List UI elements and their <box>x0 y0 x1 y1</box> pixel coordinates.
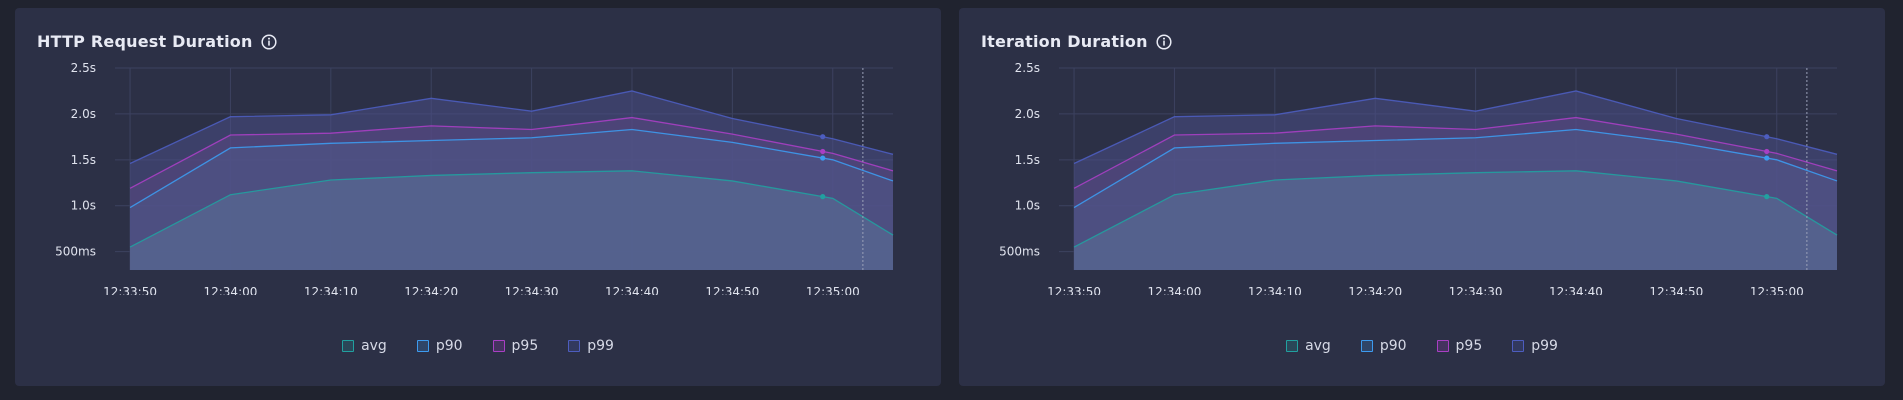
x-tick-label: 12:35:00 <box>806 285 860 295</box>
y-tick-label: 1.0s <box>71 199 96 213</box>
x-tick-label: 12:34:40 <box>1549 285 1603 295</box>
panel-header: HTTP Request Duration <box>37 32 277 51</box>
legend-label-p99: p99 <box>587 338 614 354</box>
legend-swatch-avg <box>342 340 355 352</box>
legend-label-p90: p90 <box>435 338 463 354</box>
marker-point-p99 <box>1764 134 1770 140</box>
legend-label-p90: p90 <box>1379 338 1407 354</box>
series-line-p99 <box>129 90 894 165</box>
marker-point-p90 <box>820 155 826 161</box>
x-tick-label: 12:35:00 <box>1750 285 1804 295</box>
legend-item-p95[interactable]: p95 <box>492 338 539 354</box>
chart-legend: avg p90 p95 p99 <box>959 338 1885 354</box>
area-avg <box>1074 170 1837 270</box>
iteration-duration-panel: Iteration Duration 500ms 1.0s 1.5s 2.0s 2.5s… <box>959 8 1885 386</box>
y-tick-label: 500ms <box>999 245 1040 259</box>
chart-legend: avg p90 p95 p99 <box>15 338 941 354</box>
legend-swatch-p90 <box>1360 340 1373 352</box>
iteration-duration-chart[interactable]: 500ms 1.0s 1.5s 2.0s 2.5s 12:33:50 12:34:00 12:… <box>959 60 1885 295</box>
panel-header: Iteration Duration <box>981 32 1172 51</box>
x-tick-label: 12:34:50 <box>1649 285 1703 295</box>
legend-item-p99[interactable]: p99 <box>568 338 614 354</box>
legend-swatch-avg <box>1286 340 1299 352</box>
y-tick-label: 1.5s <box>71 153 96 167</box>
http-request-duration-panel: HTTP Request Duration 500ms 1.0s 1.5s 2.0s 2… <box>15 8 941 386</box>
series-line-avg <box>1073 170 1838 248</box>
legend-label-avg: avg <box>361 338 387 354</box>
marker-point-p90 <box>1764 155 1770 161</box>
y-tick-label: 2.0s <box>1015 107 1040 121</box>
info-circle-icon[interactable] <box>1156 33 1172 50</box>
marker-point-p99 <box>820 134 826 140</box>
x-tick-label: 12:33:50 <box>1047 285 1101 295</box>
y-tick-label: 2.5s <box>1015 61 1040 75</box>
y-tick-label: 500ms <box>55 245 96 259</box>
panel-title: Iteration Duration <box>981 32 1148 51</box>
series-line-p95 <box>1073 116 1838 189</box>
x-tick-label: 12:33:50 <box>103 285 157 295</box>
area-avg <box>130 170 893 270</box>
marker-point-p95 <box>1764 148 1770 155</box>
legend-swatch-p95 <box>1436 340 1449 352</box>
series-line-p99 <box>1073 90 1838 165</box>
x-tick-label: 12:34:20 <box>404 285 458 295</box>
x-tick-label: 12:34:50 <box>705 285 759 295</box>
http-request-duration-chart[interactable]: 500ms 1.0s 1.5s 2.0s 2.5s 12:33:50 12:34:00 12:… <box>15 60 941 295</box>
panel-title: HTTP Request Duration <box>37 32 253 51</box>
legend-label-p99: p99 <box>1531 338 1558 354</box>
marker-point-p95 <box>820 148 826 155</box>
x-tick-label: 12:34:30 <box>505 285 559 295</box>
legend-item-p99[interactable]: p99 <box>1512 338 1558 354</box>
x-tick-label: 12:34:30 <box>1449 285 1503 295</box>
info-circle-icon[interactable] <box>261 33 277 50</box>
marker-point-avg <box>820 194 826 200</box>
legend-item-p90[interactable]: p90 <box>1360 338 1407 354</box>
x-tick-label: 12:34:00 <box>1147 285 1201 295</box>
marker-point-avg <box>1764 194 1770 200</box>
legend-item-avg[interactable]: avg <box>342 338 387 354</box>
legend-item-p95[interactable]: p95 <box>1436 338 1483 354</box>
legend-item-p90[interactable]: p90 <box>416 338 463 354</box>
legend-swatch-p99 <box>1512 340 1525 352</box>
x-tick-label: 12:34:10 <box>304 285 358 295</box>
series-line-p90 <box>1073 128 1838 209</box>
legend-swatch-p99 <box>568 340 581 352</box>
x-tick-label: 12:34:00 <box>203 285 257 295</box>
y-tick-label: 1.0s <box>1015 199 1040 213</box>
legend-swatch-p95 <box>492 340 505 352</box>
x-tick-label: 12:34:40 <box>605 285 659 295</box>
series-line-p90 <box>129 128 894 209</box>
x-tick-label: 12:34:20 <box>1348 285 1402 295</box>
legend-item-avg[interactable]: avg <box>1286 338 1331 354</box>
y-tick-label: 2.5s <box>71 61 96 75</box>
y-tick-label: 2.0s <box>71 107 96 121</box>
series-line-p95 <box>129 116 894 189</box>
legend-label-p95: p95 <box>1455 338 1483 354</box>
x-tick-label: 12:34:10 <box>1248 285 1302 295</box>
legend-label-avg: avg <box>1305 338 1331 354</box>
legend-swatch-p90 <box>416 340 429 352</box>
legend-label-p95: p95 <box>511 338 539 354</box>
y-tick-label: 1.5s <box>1015 153 1040 167</box>
series-line-avg <box>129 170 894 248</box>
